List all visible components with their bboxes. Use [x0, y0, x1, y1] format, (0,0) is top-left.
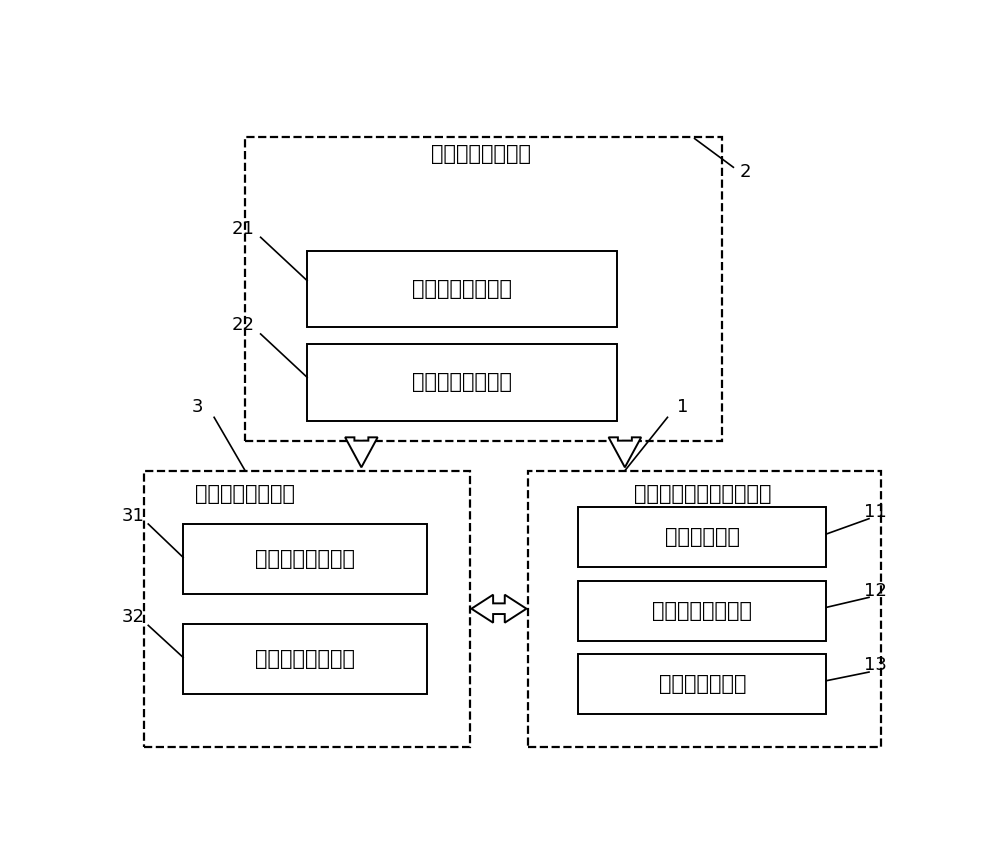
Bar: [307, 250, 617, 327]
Text: 31: 31: [121, 507, 144, 525]
Text: 32: 32: [121, 609, 144, 626]
Bar: [245, 137, 722, 441]
Bar: [307, 344, 617, 421]
Text: 虫洞路由单元: 虫洞路由单元: [665, 527, 740, 547]
Text: 时间主控节点模块: 时间主控节点模块: [432, 144, 532, 164]
Text: 1: 1: [677, 398, 689, 417]
Bar: [183, 624, 427, 694]
Bar: [578, 654, 826, 714]
Text: 时间同步控制单元: 时间同步控制单元: [412, 279, 512, 299]
Text: 22: 22: [231, 316, 254, 334]
Bar: [144, 471, 470, 747]
Bar: [183, 524, 427, 594]
Text: 3: 3: [191, 398, 203, 417]
Bar: [578, 507, 826, 567]
Text: 终端应用发送单元: 终端应用发送单元: [255, 549, 355, 569]
Text: 11: 11: [864, 503, 887, 521]
Text: 12: 12: [864, 582, 887, 599]
Text: 数据包缓存单元: 数据包缓存单元: [659, 674, 746, 694]
Polygon shape: [609, 437, 641, 468]
Bar: [528, 471, 881, 747]
Polygon shape: [471, 595, 526, 623]
Text: 2: 2: [739, 163, 751, 181]
Text: 时间主控接收单元: 时间主控接收单元: [412, 372, 512, 392]
Polygon shape: [345, 437, 378, 468]
Text: 终端应用接收单元: 终端应用接收单元: [255, 649, 355, 669]
Bar: [578, 581, 826, 641]
Text: 时间窗口设置单元: 时间窗口设置单元: [652, 601, 752, 621]
Text: 13: 13: [864, 656, 887, 675]
Text: 21: 21: [231, 220, 254, 238]
Text: 终端应用节点模块: 终端应用节点模块: [195, 484, 295, 504]
Text: 带时间窗口的虫洞路由器: 带时间窗口的虫洞路由器: [634, 484, 771, 504]
